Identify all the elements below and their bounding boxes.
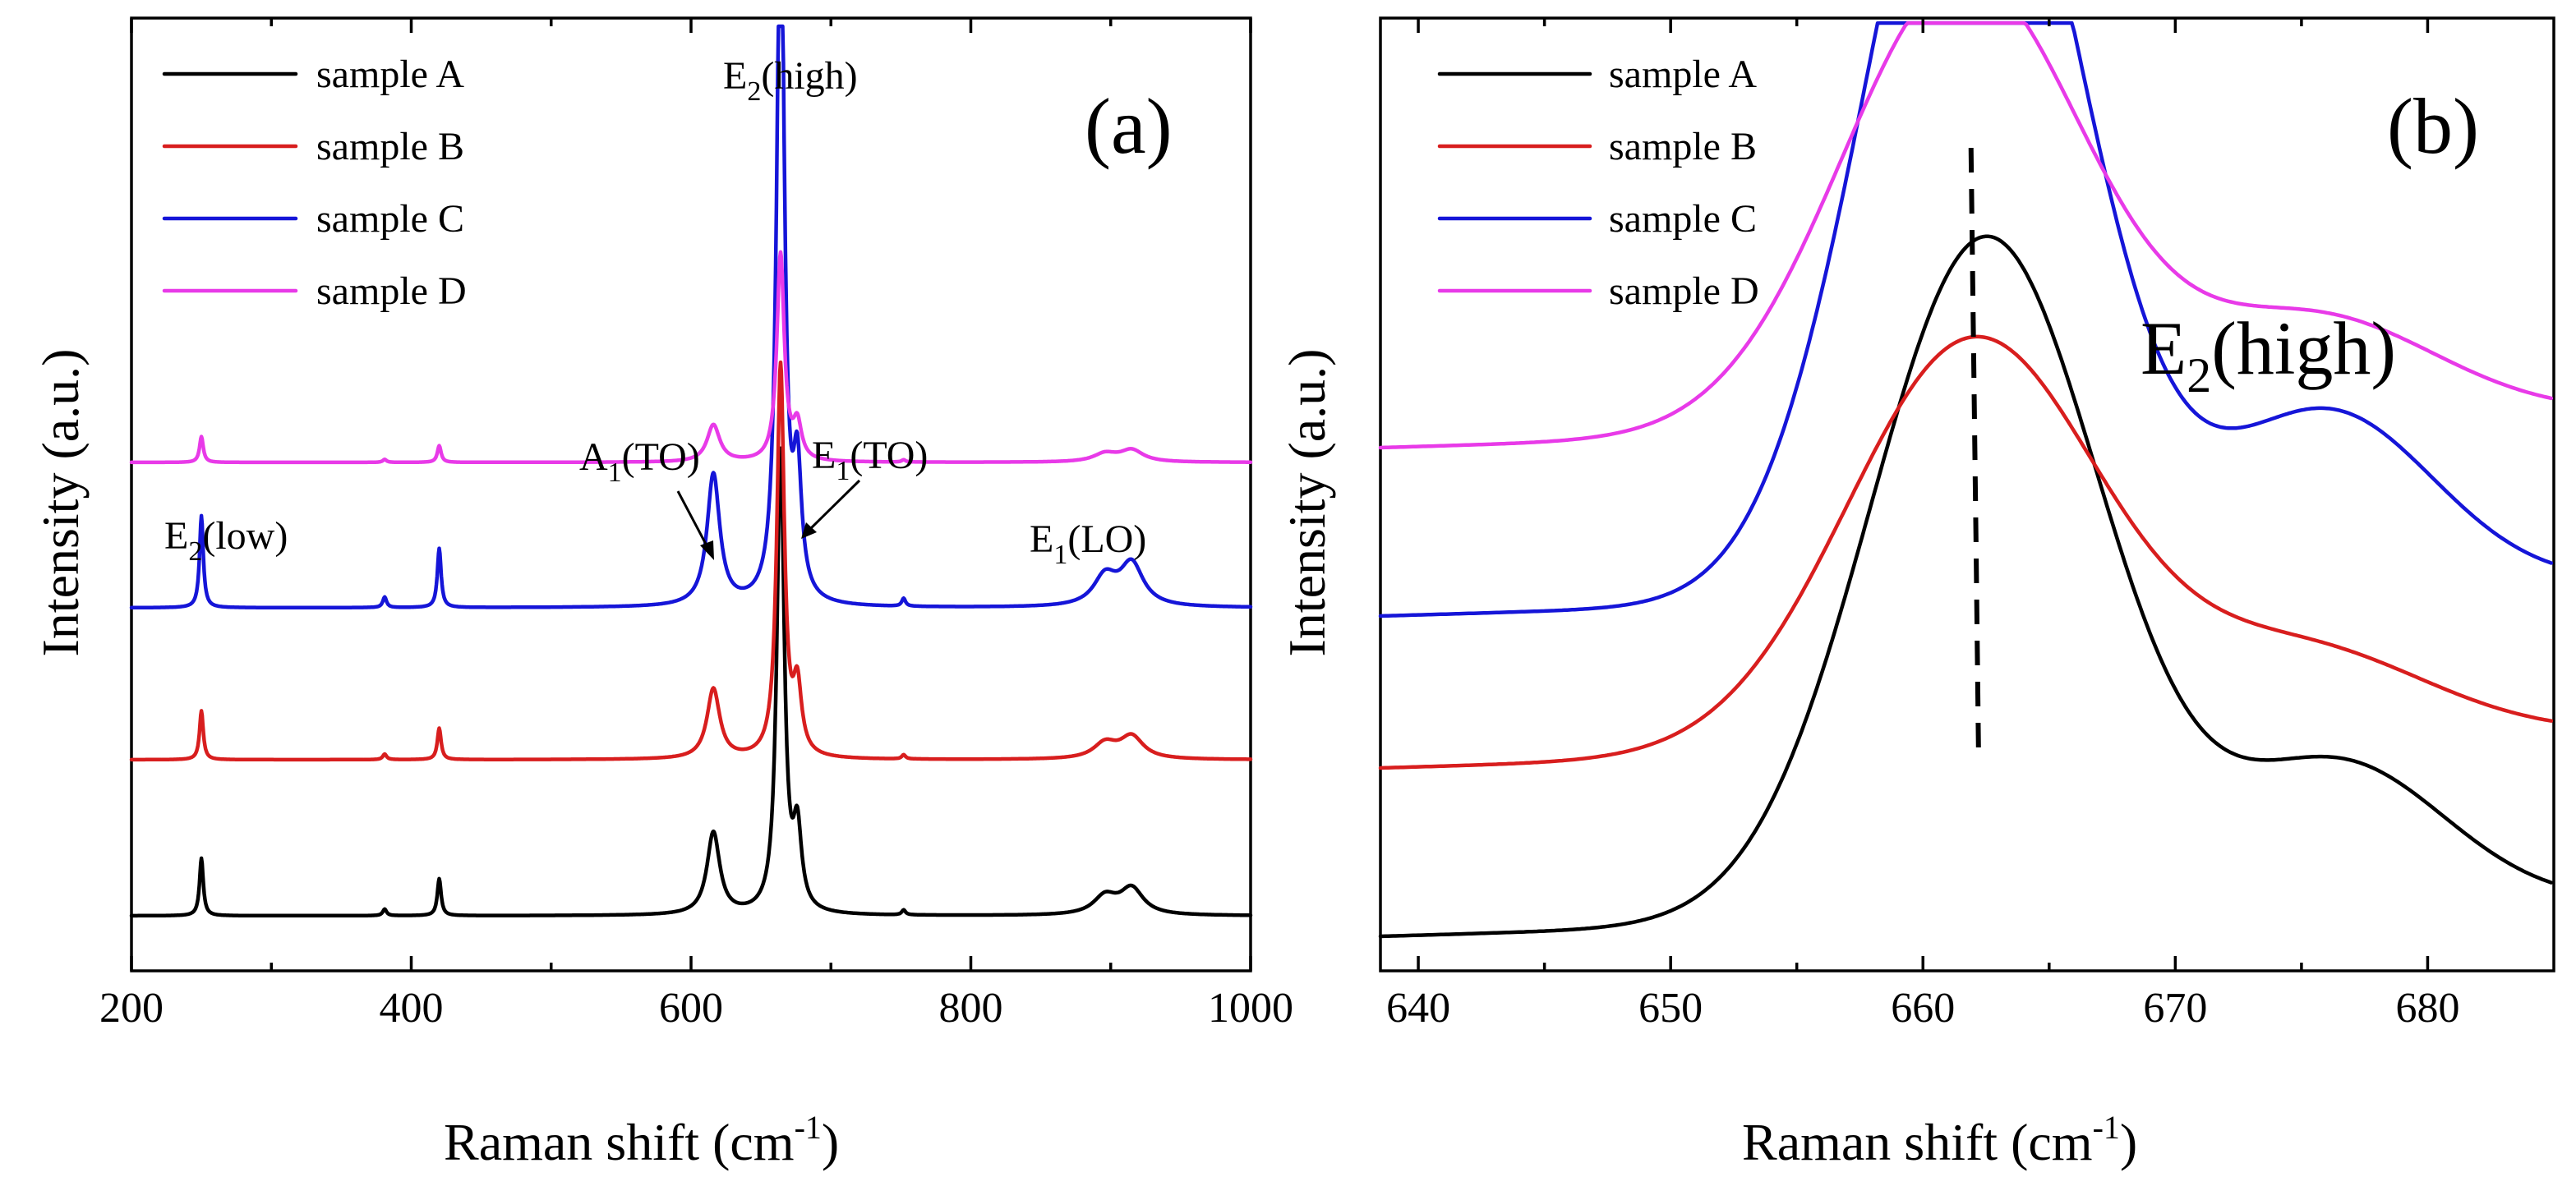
panel-b: 640 650 660 670 680 sample A sample B sample… [1278,16,2555,1171]
legend-b-label-sample-b: sample B [1609,125,1757,168]
panel-b-xtick-label: 680 [2395,985,2459,1032]
panel-b-xtick-label: 650 [1638,985,1703,1032]
panel-b-ylabel: Intensity (a.u.) [1278,349,1336,657]
legend-a-label-sample-a: sample A [316,53,464,96]
panel-a-xtick-label: 800 [939,985,1003,1032]
panel-b-label: (b) [2387,82,2479,170]
panel-b-xtick-label: 660 [1891,985,1955,1032]
legend-b-label-sample-a: sample A [1609,53,1757,96]
peak-label-e1-to: E1(TO) [812,434,928,486]
panel-a-curve-sample-b [129,360,1253,762]
panel-b-ticks: 640 650 660 670 680 [1386,18,2459,1032]
panel-b-frame [1379,16,2555,972]
panel-a-curve-sample-d [129,250,1253,465]
panel-a-ticks: 200 400 600 800 1000 [99,18,1293,1032]
legend-a-label-sample-d: sample D [316,269,467,313]
panel-a-xtick-label: 1000 [1208,985,1293,1032]
panel-b-peak-label-e2-high: E2(high) [2141,306,2396,402]
panel-b-xtick-label: 670 [2143,985,2207,1032]
panel-a-curves [129,24,1253,918]
panel-b-curve-sample-b [1378,334,2554,770]
legend-b-label-sample-d: sample D [1609,269,1759,313]
panel-a-legend: sample A sample B sample C sample D [162,53,467,313]
panel-b-curve-sample-a [1378,234,2554,939]
panel-a-curve-sample-a [129,446,1253,918]
panel-b-xlabel: Raman shift (cm-1) [1742,1109,2137,1171]
panel-a: 200 400 600 800 1000 sample A sample B sampl… [31,16,1293,1171]
legend-a-label-sample-c: sample C [316,197,464,241]
peak-shift-dashed-line [1968,139,1981,748]
peak-label-a1-to: A1(TO) [579,435,700,488]
panel-a-ylabel: Intensity (a.u.) [31,349,90,657]
panel-a-xtick-label: 200 [99,985,164,1032]
arrow-e1-to-head [801,522,817,539]
arrow-a1-to-head [700,540,714,560]
arrow-a1-to [676,490,710,549]
arrow-e1-to [808,479,861,531]
panel-b-legend: sample A sample B sample C sample D [1437,53,1759,313]
panel-b-xtick-label: 640 [1386,985,1450,1032]
panel-a-frame [130,16,1252,972]
peak-label-e2-high: E2(high) [723,54,858,107]
peak-label-e2-low: E2(low) [164,514,288,567]
panel-a-xlabel: Raman shift (cm-1) [444,1109,839,1171]
panel-a-curve-sample-c [129,24,1253,610]
panel-b-curves [1378,21,2554,939]
panel-b-curve-sample-d [1378,21,2554,450]
legend-b-label-sample-c: sample C [1609,197,1757,241]
panel-a-xtick-label: 400 [380,985,444,1032]
panel-a-label: (a) [1085,82,1173,170]
peak-label-e1-lo: E1(LO) [1030,517,1146,570]
legend-a-label-sample-b: sample B [316,125,464,168]
panel-a-xtick-label: 600 [659,985,723,1032]
